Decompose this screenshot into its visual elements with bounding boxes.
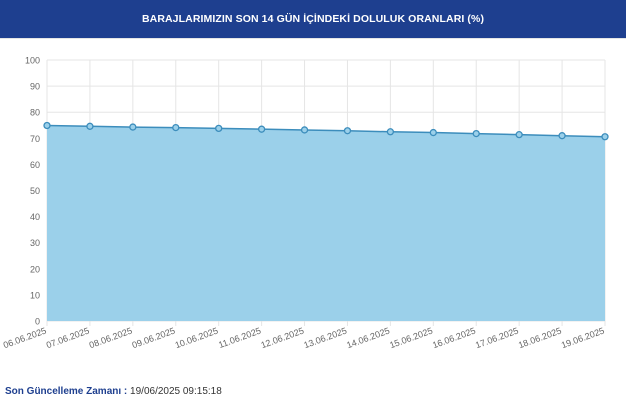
y-tick-label: 60 <box>30 160 40 170</box>
data-point[interactable] <box>343 127 352 135</box>
y-tick-label: 90 <box>30 82 40 92</box>
data-point[interactable] <box>429 128 437 137</box>
data-point[interactable] <box>257 125 266 133</box>
y-tick-label: 10 <box>30 290 40 300</box>
y-axis: 0 10 20 30 40 50 60 70 80 90 100 <box>25 56 40 327</box>
area-layer <box>46 124 606 321</box>
x-tick-label: 15.06.2025 <box>388 325 434 350</box>
last-update-value: 19/06/2025 09:15:18 <box>127 386 222 397</box>
x-tick-label: 19.06.2025 <box>560 325 606 350</box>
y-tick-label: 0 <box>35 317 40 327</box>
x-tick-label: 14.06.2025 <box>345 325 391 350</box>
data-point[interactable] <box>43 121 51 130</box>
x-tick-label: 11.06.2025 <box>217 325 262 350</box>
data-point[interactable] <box>300 126 309 134</box>
x-tick-label: 09.06.2025 <box>131 325 177 350</box>
last-update: Son Güncelleme Zamanı : 19/06/2025 09:15… <box>5 386 222 397</box>
data-point[interactable] <box>515 130 523 139</box>
y-tick-label: 20 <box>30 264 40 274</box>
chart-title: BARAJLARIMIZIN SON 14 GÜN İÇİNDEKİ DOLUL… <box>141 13 485 25</box>
x-tick-label: 13.06.2025 <box>302 325 348 350</box>
y-tick-label: 70 <box>30 134 40 144</box>
data-point[interactable] <box>86 122 94 130</box>
x-tick-label: 06.06.2025 <box>2 325 48 350</box>
data-point[interactable] <box>558 132 566 140</box>
data-point[interactable] <box>472 129 480 138</box>
x-tick-label: 12.06.2025 <box>259 325 305 350</box>
series-line <box>46 124 606 138</box>
y-tick-label: 80 <box>30 108 40 118</box>
series-area-fill <box>47 125 605 321</box>
data-point[interactable] <box>172 123 180 132</box>
y-tick-label: 100 <box>25 56 40 66</box>
page-right-edge <box>626 0 640 409</box>
x-tick-label: 17.06.2025 <box>474 325 520 350</box>
last-update-separator: : <box>121 386 128 397</box>
y-tick-label: 40 <box>30 212 40 222</box>
x-tick-label: 07.06.2025 <box>45 325 91 350</box>
dam-occupancy-chart: 0 10 20 30 40 50 60 70 80 90 100 06.06.202507.06.2… <box>2 56 609 350</box>
data-point[interactable] <box>129 123 137 131</box>
x-tick-label: 16.06.2025 <box>431 325 477 350</box>
data-point[interactable] <box>386 128 395 136</box>
x-tick-label: 18.06.2025 <box>517 325 563 350</box>
y-tick-label: 30 <box>30 238 40 248</box>
last-update-label: Son Güncelleme Zamanı <box>5 386 122 397</box>
x-axis: 06.06.202507.06.202508.06.202509.06.2025… <box>2 325 606 350</box>
data-points <box>43 121 609 141</box>
data-point[interactable] <box>601 133 609 141</box>
data-point[interactable] <box>215 124 223 133</box>
y-tick-label: 50 <box>30 186 40 196</box>
x-tick-label: 08.06.2025 <box>88 325 134 350</box>
x-tick-label: 10.06.2025 <box>174 325 220 350</box>
chart-header: BARAJLARIMIZIN SON 14 GÜN İÇİNDEKİ DOLUL… <box>0 0 626 39</box>
